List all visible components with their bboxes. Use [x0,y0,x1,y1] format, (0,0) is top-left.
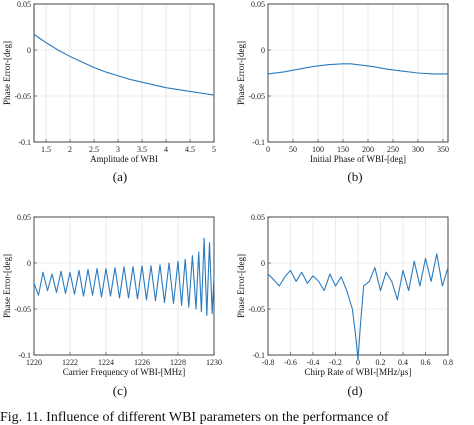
panel-c: 1220 1222 1224 1226 1228 1230 0.05 0 -0.05 -0.1 Ca… [2,213,222,398]
x-tick-label: 2 [68,145,72,154]
x-tick-label: -0.8 [262,358,275,367]
x-tick-label: 0.4 [398,358,408,367]
x-tick-label: -0.6 [284,358,297,367]
subplot-label: (d) [347,383,362,398]
x-tick-label: 50 [289,145,297,154]
panel-d: -0.8 -0.6 -0.4 -0.2 0 0.2 0.4 0.6 0.8 0.05 0 -0.05 -… [236,213,453,398]
x-tick-label: 150 [337,145,349,154]
y-tick-label: -0.1 [252,138,265,147]
x-axis-label: Chirp Rate of WBI-[MHz/μs] [305,367,412,377]
y-tick-label: -0.05 [14,92,31,101]
y-tick-label: -0.05 [248,92,265,101]
x-tick-label: 300 [412,145,424,154]
x-tick-label: 1222 [62,358,78,367]
y-axis-label: Phase Error-[deg] [236,41,246,105]
x-tick-label: 350 [437,145,449,154]
x-tick-label: 250 [387,145,399,154]
x-tick-label: -0.2 [329,358,342,367]
plot-border [33,3,215,143]
x-tick-label: 4 [164,145,168,154]
y-tick-label: 0 [27,259,31,268]
series-line [267,253,449,361]
subplot-label: (c) [113,383,127,398]
y-axis-label: Phase Error-[deg] [2,254,12,318]
y-tick-label: -0.1 [252,351,265,360]
x-tick-label: 1224 [98,358,114,367]
x-tick-label: 5 [212,145,216,154]
x-tick-label: 200 [362,145,374,154]
x-tick-label: 100 [312,145,324,154]
subplot-label: (a) [113,169,127,184]
subplot-label: (b) [347,169,362,184]
x-tick-label: 0 [266,145,270,154]
figure-caption: Fig. 11. Influence of different WBI para… [0,410,389,425]
y-tick-label: -0.1 [18,351,31,360]
x-tick-label: 0 [356,358,360,367]
x-tick-label: -0.4 [307,358,320,367]
y-tick-label: 0 [261,46,265,55]
x-axis-label: Amplitude of WBI [90,154,158,164]
panel-a: 1.5 2 2.5 3 3.5 4 4.5 5 0.05 0 -0.05 -0.1 Amplitude … [2,0,216,184]
x-tick-label: 4.5 [185,145,195,154]
panel-b: 0 50 100 150 200 250 300 350 0.05 0 -0.05 -0.1 Initi… [236,0,449,184]
x-tick-label: 1220 [26,358,42,367]
y-tick-label: -0.05 [248,305,265,314]
y-tick-label: 0.05 [251,213,265,222]
x-tick-label: 0.6 [421,358,431,367]
x-tick-label: 1230 [206,358,222,367]
series-line [267,63,448,75]
y-tick-label: 0.05 [251,0,265,9]
y-tick-label: 0.05 [17,213,31,222]
x-tick-label: 0.2 [376,358,386,367]
x-tick-label: 1228 [170,358,186,367]
x-axis-label: Carrier Frequency of WBI-[MHz] [63,367,186,377]
x-tick-label: 2.5 [89,145,99,154]
y-axis-label: Phase Error-[deg] [236,254,246,318]
x-tick-label: 1226 [134,358,150,367]
x-axis-label: Initial Phase of WBI-[deg] [310,154,406,164]
y-tick-label: 0 [261,259,265,268]
y-tick-label: 0.05 [17,0,31,9]
x-tick-label: 3.5 [137,145,147,154]
series-line [33,33,215,96]
y-tick-label: 0 [27,46,31,55]
x-tick-label: 3 [116,145,120,154]
x-tick-label: 1.5 [41,145,51,154]
plot-border [267,3,449,143]
plot-frame [33,3,215,143]
series-line [33,237,215,316]
y-axis-label: Phase Error-[deg] [2,41,12,105]
y-tick-label: -0.1 [18,138,31,147]
x-tick-label: 0.8 [443,358,453,367]
y-tick-label: -0.05 [14,305,31,314]
